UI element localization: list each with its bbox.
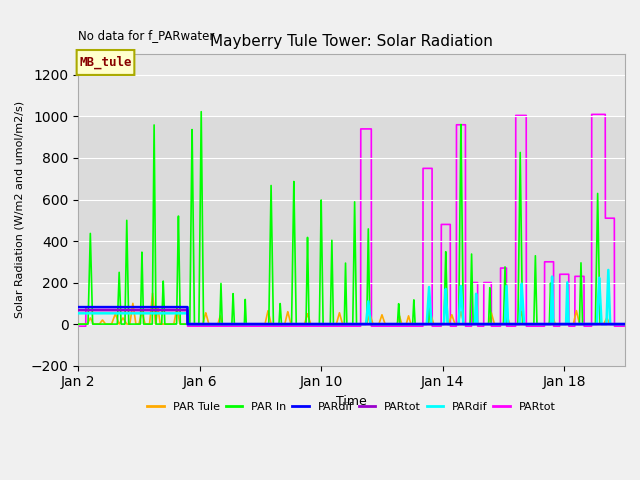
- Bar: [78, 117, 625, 283]
- FancyBboxPatch shape: [77, 50, 134, 75]
- Text: No data for f_PARwater: No data for f_PARwater: [78, 29, 214, 42]
- Y-axis label: Solar Radiation (W/m2 and umol/m2/s): Solar Radiation (W/m2 and umol/m2/s): [15, 101, 25, 318]
- Title: Mayberry Tule Tower: Solar Radiation: Mayberry Tule Tower: Solar Radiation: [210, 34, 493, 49]
- Legend: PAR Tule, PAR In, PARdif, PARtot, PARdif, PARtot: PAR Tule, PAR In, PARdif, PARtot, PARdif…: [143, 397, 560, 416]
- Text: MB_tule: MB_tule: [79, 56, 132, 69]
- X-axis label: Time: Time: [336, 395, 367, 408]
